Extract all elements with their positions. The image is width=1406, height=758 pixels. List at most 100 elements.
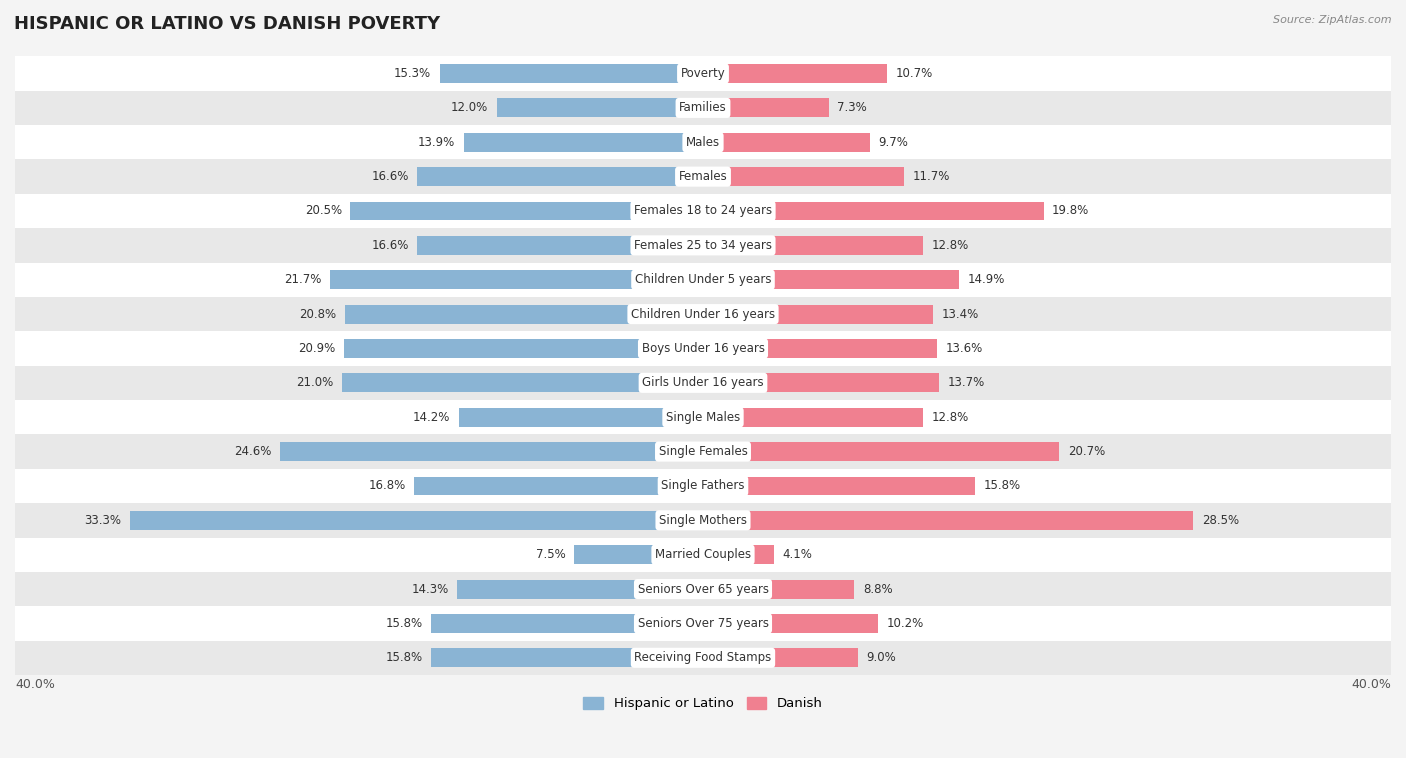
Bar [703, 580, 855, 599]
Bar [703, 511, 1194, 530]
Text: 13.7%: 13.7% [948, 376, 984, 390]
Text: 20.5%: 20.5% [305, 205, 342, 218]
Text: Children Under 5 years: Children Under 5 years [634, 273, 772, 287]
Text: 40.0%: 40.0% [1351, 678, 1391, 691]
Bar [703, 648, 858, 667]
Bar [458, 408, 703, 427]
Text: 15.8%: 15.8% [983, 480, 1021, 493]
Text: 14.3%: 14.3% [411, 583, 449, 596]
Text: 15.8%: 15.8% [385, 651, 423, 664]
Bar [703, 545, 773, 564]
Text: 19.8%: 19.8% [1052, 205, 1090, 218]
Bar [703, 64, 887, 83]
Text: Females: Females [679, 170, 727, 183]
Bar [15, 365, 1391, 400]
Text: 14.9%: 14.9% [967, 273, 1005, 287]
Text: 13.9%: 13.9% [418, 136, 456, 149]
Bar [703, 305, 934, 324]
Text: Boys Under 16 years: Boys Under 16 years [641, 342, 765, 355]
Bar [703, 614, 879, 633]
Text: 21.0%: 21.0% [295, 376, 333, 390]
Text: Source: ZipAtlas.com: Source: ZipAtlas.com [1274, 15, 1392, 25]
Legend: Hispanic or Latino, Danish: Hispanic or Latino, Danish [578, 691, 828, 716]
Text: 16.6%: 16.6% [371, 239, 409, 252]
Bar [15, 125, 1391, 159]
Bar [346, 305, 703, 324]
Bar [15, 194, 1391, 228]
Text: Females 25 to 34 years: Females 25 to 34 years [634, 239, 772, 252]
Bar [703, 374, 939, 393]
Text: Poverty: Poverty [681, 67, 725, 80]
Bar [15, 56, 1391, 91]
Text: Married Couples: Married Couples [655, 548, 751, 561]
Bar [342, 374, 703, 393]
Text: 12.0%: 12.0% [451, 102, 488, 114]
Bar [703, 271, 959, 290]
Text: 12.8%: 12.8% [932, 239, 969, 252]
Text: Girls Under 16 years: Girls Under 16 years [643, 376, 763, 390]
Text: 7.5%: 7.5% [536, 548, 565, 561]
Bar [457, 580, 703, 599]
Text: 16.6%: 16.6% [371, 170, 409, 183]
Bar [15, 468, 1391, 503]
Bar [464, 133, 703, 152]
Text: Single Mothers: Single Mothers [659, 514, 747, 527]
Text: 10.7%: 10.7% [896, 67, 934, 80]
Bar [15, 641, 1391, 675]
Bar [703, 442, 1059, 461]
Bar [15, 91, 1391, 125]
Bar [418, 236, 703, 255]
Bar [15, 537, 1391, 572]
Text: 21.7%: 21.7% [284, 273, 321, 287]
Text: 40.0%: 40.0% [15, 678, 55, 691]
Text: 20.9%: 20.9% [298, 342, 335, 355]
Bar [15, 331, 1391, 365]
Text: 8.8%: 8.8% [863, 583, 893, 596]
Text: Single Males: Single Males [666, 411, 740, 424]
Text: Females 18 to 24 years: Females 18 to 24 years [634, 205, 772, 218]
Text: 13.4%: 13.4% [942, 308, 980, 321]
Bar [330, 271, 703, 290]
Bar [280, 442, 703, 461]
Bar [432, 648, 703, 667]
Text: 15.8%: 15.8% [385, 617, 423, 630]
Bar [440, 64, 703, 83]
Text: 20.8%: 20.8% [299, 308, 336, 321]
Text: Seniors Over 65 years: Seniors Over 65 years [637, 583, 769, 596]
Bar [703, 339, 936, 358]
Text: Families: Families [679, 102, 727, 114]
Text: 14.2%: 14.2% [413, 411, 450, 424]
Text: 15.3%: 15.3% [394, 67, 432, 80]
Bar [703, 133, 870, 152]
Text: 9.0%: 9.0% [866, 651, 896, 664]
Bar [703, 168, 904, 186]
Bar [15, 606, 1391, 641]
Bar [574, 545, 703, 564]
Bar [15, 572, 1391, 606]
Bar [15, 400, 1391, 434]
Bar [418, 168, 703, 186]
Bar [432, 614, 703, 633]
Text: 9.7%: 9.7% [879, 136, 908, 149]
Bar [15, 159, 1391, 194]
Bar [343, 339, 703, 358]
Bar [350, 202, 703, 221]
Bar [15, 297, 1391, 331]
Text: HISPANIC OR LATINO VS DANISH POVERTY: HISPANIC OR LATINO VS DANISH POVERTY [14, 15, 440, 33]
Text: Single Females: Single Females [658, 445, 748, 458]
Text: 12.8%: 12.8% [932, 411, 969, 424]
Bar [15, 434, 1391, 468]
Text: 10.2%: 10.2% [887, 617, 924, 630]
Text: 24.6%: 24.6% [233, 445, 271, 458]
Bar [15, 503, 1391, 537]
Text: 20.7%: 20.7% [1067, 445, 1105, 458]
Bar [703, 202, 1043, 221]
Bar [703, 236, 924, 255]
Text: Single Fathers: Single Fathers [661, 480, 745, 493]
Bar [15, 228, 1391, 262]
Text: Receiving Food Stamps: Receiving Food Stamps [634, 651, 772, 664]
Text: 4.1%: 4.1% [782, 548, 813, 561]
Text: Seniors Over 75 years: Seniors Over 75 years [637, 617, 769, 630]
Text: 13.6%: 13.6% [945, 342, 983, 355]
Text: 7.3%: 7.3% [837, 102, 868, 114]
